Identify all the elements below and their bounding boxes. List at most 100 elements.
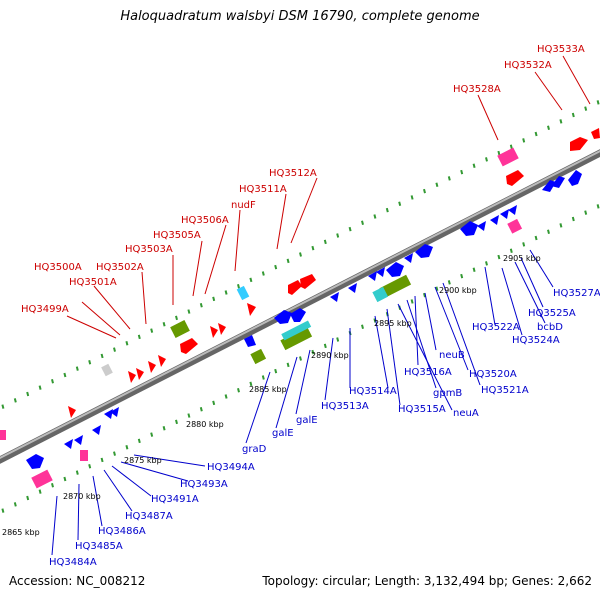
gene-hq3502a[interactable]: [128, 371, 136, 383]
gene-hq3487a[interactable]: [74, 435, 83, 445]
label-hq3512a[interactable]: HQ3512A: [269, 168, 317, 179]
gene-hq3513a-2[interactable]: [330, 292, 339, 302]
gene-hq3527a[interactable]: [542, 180, 556, 192]
gene-hq3532a[interactable]: [591, 128, 600, 139]
label-neub[interactable]: neuB: [439, 350, 465, 361]
label-hq3516a[interactable]: HQ3516A: [404, 367, 452, 378]
kbp-2870: 2870 kbp: [63, 492, 101, 501]
gene-fwd-left[interactable]: [68, 406, 76, 418]
gene-hq3501a[interactable]: [148, 361, 156, 373]
gene-hq3520a[interactable]: [490, 215, 499, 225]
label-hq3494a[interactable]: HQ3494A: [207, 462, 255, 473]
upper-tick-mark: [472, 163, 476, 168]
label-hq3532a[interactable]: HQ3532A: [504, 60, 552, 71]
gene-hq3528a[interactable]: [497, 147, 519, 167]
label-hq3501a[interactable]: HQ3501A: [69, 277, 117, 288]
gene-neub-2[interactable]: [508, 205, 517, 215]
gene-hq3499a[interactable]: [101, 363, 113, 377]
label-hq3524a[interactable]: HQ3524A: [512, 335, 560, 346]
gene-cluster-hq3503a[interactable]: [170, 320, 190, 338]
gene-hq3524a[interactable]: [507, 218, 523, 234]
label-gpmb[interactable]: gpmB: [433, 388, 462, 399]
gene-hq3506a[interactable]: [210, 326, 218, 338]
upper-tick-mark: [199, 302, 203, 308]
gene-hq3486a[interactable]: [64, 439, 73, 449]
gene-hq3513a[interactable]: [348, 283, 357, 293]
label-hq3486a[interactable]: HQ3486A: [98, 526, 146, 537]
gene-cyan-gale[interactable]: [281, 320, 312, 341]
upper-tick-mark: [323, 239, 327, 245]
gene-hq3484a-blue[interactable]: [26, 454, 44, 469]
gene-gpmb[interactable]: [404, 253, 413, 263]
lower-tick-mark: [472, 267, 476, 272]
label-nudf[interactable]: nudF: [231, 200, 256, 211]
gene-hq3525a[interactable]: [551, 176, 565, 188]
upper-tick-mark: [249, 277, 253, 283]
label-hq3491a[interactable]: HQ3491A: [151, 494, 199, 505]
gene-hq3501a-2[interactable]: [158, 355, 166, 367]
genome-title: Haloquadratum walsbyi DSM 16790, complet…: [120, 9, 480, 24]
label-hq3513a[interactable]: HQ3513A: [321, 401, 369, 412]
label-hq3487a[interactable]: HQ3487A: [125, 511, 173, 522]
label-gale-2[interactable]: galE: [272, 428, 294, 439]
gene-gale-2[interactable]: [290, 308, 306, 322]
gene-edge-pink[interactable]: [0, 430, 6, 440]
gene-hq3500a[interactable]: [136, 368, 144, 380]
gene-hq3484a[interactable]: [31, 469, 53, 489]
label-hq3493a[interactable]: HQ3493A: [180, 479, 228, 490]
label-bcbd[interactable]: bcbD: [537, 322, 563, 333]
gene-hq3533a[interactable]: [570, 137, 588, 151]
label-hq3502a[interactable]: HQ3502A: [96, 262, 144, 273]
gene-bcbd[interactable]: [568, 170, 582, 186]
accession-text: Accession: NC_008212: [9, 574, 146, 588]
gene-hq3485a[interactable]: [80, 450, 88, 461]
label-hq3521a[interactable]: HQ3521A: [481, 385, 529, 396]
gene-gale[interactable]: [274, 310, 292, 324]
gene-cyan-fwd[interactable]: [236, 285, 250, 301]
label-hq3499a[interactable]: HQ3499A: [21, 304, 69, 315]
label-hq3522a[interactable]: HQ3522A: [472, 322, 520, 333]
label-hq3505a[interactable]: HQ3505A: [153, 230, 201, 241]
gene-hq3503a[interactable]: [180, 338, 198, 354]
label-hq3520a[interactable]: HQ3520A: [469, 369, 517, 380]
label-hq3527a[interactable]: HQ3527A: [553, 288, 600, 299]
label-neua[interactable]: neuA: [453, 408, 479, 419]
gene-hq3494a[interactable]: [104, 409, 113, 419]
label-gale-1[interactable]: galE: [296, 415, 318, 426]
gene-hq3512a[interactable]: [288, 280, 302, 295]
label-hq3500a[interactable]: HQ3500A: [34, 262, 82, 273]
gene-hq3515a[interactable]: [368, 271, 377, 281]
gene-grad[interactable]: [244, 335, 256, 347]
label-hq3515a[interactable]: HQ3515A: [398, 404, 446, 415]
reverse-genes: [26, 170, 582, 489]
gene-nudf[interactable]: [247, 303, 256, 316]
label-grad[interactable]: graD: [242, 444, 267, 455]
gene-grad-cluster[interactable]: [250, 348, 267, 365]
gene-hq3522a[interactable]: [460, 221, 478, 236]
gene-hq3515a-2[interactable]: [376, 267, 385, 277]
gene-hq3521a[interactable]: [477, 221, 486, 231]
gene-hq3516a[interactable]: [415, 244, 433, 258]
label-hq3511a[interactable]: HQ3511A: [239, 184, 287, 195]
label-hq3514a[interactable]: HQ3514A: [349, 386, 397, 397]
gene-cluster-gale[interactable]: [280, 326, 313, 351]
upper-tick-mark: [385, 207, 389, 213]
label-hq3528a[interactable]: HQ3528A: [453, 84, 501, 95]
gene-hq3505a[interactable]: [218, 323, 226, 335]
gene-hq3511a[interactable]: [300, 274, 316, 289]
label-hq3525a[interactable]: HQ3525A: [528, 308, 576, 319]
label-hq3484a[interactable]: HQ3484A: [49, 557, 97, 568]
label-hq3485a[interactable]: HQ3485A: [75, 541, 123, 552]
gene-neua[interactable]: [386, 262, 404, 277]
label-hq3506a[interactable]: HQ3506A: [181, 215, 229, 226]
label-hq3533a[interactable]: HQ3533A: [537, 44, 585, 55]
gene-hq3491a[interactable]: [92, 425, 101, 435]
gene-neub[interactable]: [500, 209, 509, 219]
gene-cyan-hq3514a[interactable]: [372, 286, 389, 303]
gene-hq3493a[interactable]: [110, 407, 119, 417]
gene-cluster-hq3514a[interactable]: [379, 274, 412, 299]
label-hq3503a[interactable]: HQ3503A: [125, 244, 173, 255]
upper-tick-mark: [137, 334, 141, 340]
genome-backbone-highlight: [0, 149, 600, 460]
gene-hq3528a-neighbor[interactable]: [506, 170, 524, 186]
